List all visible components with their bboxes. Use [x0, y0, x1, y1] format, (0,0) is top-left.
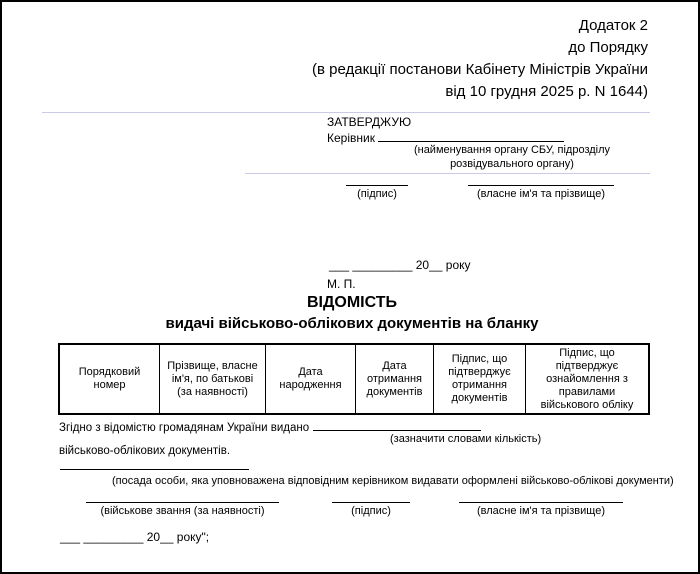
kerivnyk-blank-line	[377, 130, 564, 142]
seal-mark: М. П.	[327, 277, 356, 291]
signature-blank-line	[332, 502, 410, 503]
position-blank-line	[60, 469, 249, 470]
table-header-rules-signature: Підпис, що підтверджує ознайомлення з пр…	[540, 346, 634, 411]
issued-statement-text: Згідно з відомістю громадянам України ви…	[59, 422, 310, 434]
document-title: ВІДОМІСТЬ	[306, 294, 398, 311]
table-header-receipt-signature: Підпис, що підтверджує отримання докумен…	[434, 345, 526, 413]
name-blank-line	[459, 502, 623, 503]
table-header-birthdate: Дата народження	[266, 345, 356, 413]
issued-blank-line	[313, 419, 482, 431]
position-caption: (посада особи, яка уповноважена відповід…	[112, 475, 674, 487]
appendix-line: від 10 грудня 2025 р. N 1644)	[445, 83, 648, 100]
table-header-receipt-date: Дата отримання документів	[356, 345, 434, 413]
appendix-line: (в редакції постанови Кабінету Міністрів…	[312, 61, 648, 78]
bottom-date-line: ___ _________ 20__ року";	[60, 530, 210, 544]
org-caption-line: (найменування органу СБУ, підрозділу	[413, 144, 611, 156]
document-subtitle: видачі військово-облікових документів на…	[165, 315, 539, 332]
rank-blank-line	[86, 502, 279, 503]
approval-date-line: ___ _________ 20__ року	[329, 258, 471, 272]
signature-blank-line	[346, 185, 408, 186]
appendix-line: Додаток 2	[578, 17, 648, 34]
kerivnyk-label: Керівник	[327, 131, 375, 145]
name-caption: (власне ім'я та прізвище)	[476, 505, 605, 517]
appendix-line: до Порядку	[568, 39, 648, 56]
rank-caption: (військове звання (за наявності)	[100, 505, 265, 517]
bottom-signature-group: (підпис)	[332, 502, 410, 517]
bottom-name-group: (власне ім'я та прізвище)	[459, 502, 623, 517]
table-header-ordinal: Порядковий номер	[60, 345, 160, 413]
approval-name-group: (власне ім'я та прізвище)	[468, 185, 614, 200]
horizontal-rule-middle	[245, 173, 650, 174]
org-caption: (найменування органу СБУ, підрозділу роз…	[382, 144, 642, 171]
org-caption-line: розвідувального органу)	[450, 157, 574, 170]
approval-signature-group: (підпис)	[346, 185, 408, 200]
signature-caption: (підпис)	[351, 505, 391, 517]
kerivnyk-row: Керівник	[327, 130, 564, 145]
appendix-reference: Додаток 2 до Порядку (в редакції постано…	[312, 15, 648, 103]
signature-caption: (підпис)	[357, 188, 397, 200]
approve-word: ЗАТВЕРДЖУЮ	[327, 115, 412, 129]
issued-statement: Згідно з відомістю громадянам України ви…	[59, 419, 482, 434]
rank-signature-group: (військове звання (за наявності)	[86, 502, 279, 517]
issuance-table: Порядковий номер Прізвище, власне ім'я, …	[58, 343, 650, 415]
table-header-fullname: Прізвище, власне ім'я, по батькові (за н…	[160, 345, 266, 413]
horizontal-rule-top	[42, 112, 650, 113]
name-caption: (власне ім'я та прізвище)	[476, 188, 605, 200]
issued-statement-suffix: військово-облікових документів.	[59, 445, 231, 457]
issued-quantity-caption: (зазначити словами кількість)	[390, 433, 542, 445]
name-blank-line	[468, 185, 614, 186]
